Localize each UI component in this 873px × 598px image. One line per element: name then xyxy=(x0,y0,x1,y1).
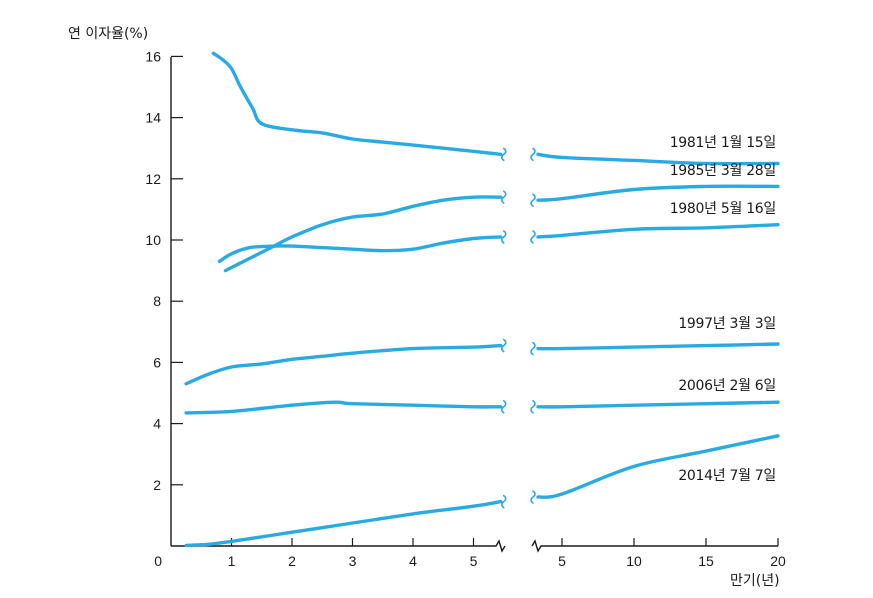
y-tick-label: 14 xyxy=(145,110,161,126)
series-label: 2006년 2월 6일 xyxy=(678,378,776,394)
series-break-mark xyxy=(530,399,536,414)
series-break-mark xyxy=(500,190,507,204)
y-ticks: 0 2 4 6 8 10 12 14 16 xyxy=(145,48,183,569)
series-labels: 1981년 1월 15일 1985년 3월 28일 1980년 5월 16일 1997… xyxy=(670,135,777,484)
y-tick-label: 6 xyxy=(153,354,161,370)
x-tick-label: 15 xyxy=(698,553,714,569)
x-tick-label: 10 xyxy=(626,553,642,569)
series-line-right xyxy=(536,223,780,239)
x-tick-label: 1 xyxy=(228,553,236,569)
x-tick-label: 20 xyxy=(770,553,786,569)
series-line-left xyxy=(223,195,503,273)
series-line-left xyxy=(211,51,503,156)
x-tick-label: 5 xyxy=(470,553,478,569)
series-break-mark xyxy=(500,338,507,353)
series-line-right xyxy=(536,434,780,499)
series-line-right xyxy=(536,342,780,351)
x-tick-label: 5 xyxy=(558,553,566,569)
series-break-mark xyxy=(530,147,536,162)
series-line-left xyxy=(184,343,503,386)
x-tick-label: 2 xyxy=(288,553,296,569)
x-ticks: 1 2 3 4 5 5 10 15 20 xyxy=(228,538,786,569)
x-tick-label: 3 xyxy=(349,553,357,569)
series-break-mark xyxy=(530,230,536,244)
series-line-right xyxy=(536,152,780,166)
y-tick-label: 16 xyxy=(145,48,161,64)
y-tick-label: 4 xyxy=(153,416,161,432)
series-line-right xyxy=(536,184,780,202)
y-tick-label: 12 xyxy=(145,171,161,187)
y-tick-label: 2 xyxy=(153,477,161,493)
series-break-mark xyxy=(530,490,536,504)
series-label: 1985년 3월 28일 xyxy=(670,163,776,179)
y-tick-label: 10 xyxy=(145,232,161,248)
x-axis-line-right xyxy=(531,539,778,553)
series-break-mark xyxy=(530,193,536,208)
x-axis-title: 만기(년) xyxy=(730,573,780,589)
x-axis-line-left xyxy=(171,539,506,553)
series-line-left xyxy=(184,400,503,415)
series-break-mark xyxy=(500,399,507,414)
series-label: 1981년 1월 15일 xyxy=(670,135,776,151)
series-line-right xyxy=(536,400,780,409)
series-break-mark xyxy=(500,494,507,509)
series-line-left xyxy=(184,499,503,548)
series-lines xyxy=(184,51,780,548)
series-break-mark xyxy=(500,230,507,244)
series-label: 1980년 5월 16일 xyxy=(670,201,776,217)
series-line-left xyxy=(217,235,503,264)
series-break-mark xyxy=(530,341,536,356)
series-label: 1997년 3월 3일 xyxy=(678,316,776,332)
series-label: 2014년 7월 7일 xyxy=(678,468,776,484)
y-tick-label: 0 xyxy=(154,553,162,569)
x-tick-label: 4 xyxy=(409,553,417,569)
y-tick-label: 8 xyxy=(153,293,161,309)
series-break-mark xyxy=(500,147,507,162)
y-axis-title: 연 이자율(%) xyxy=(68,26,148,42)
